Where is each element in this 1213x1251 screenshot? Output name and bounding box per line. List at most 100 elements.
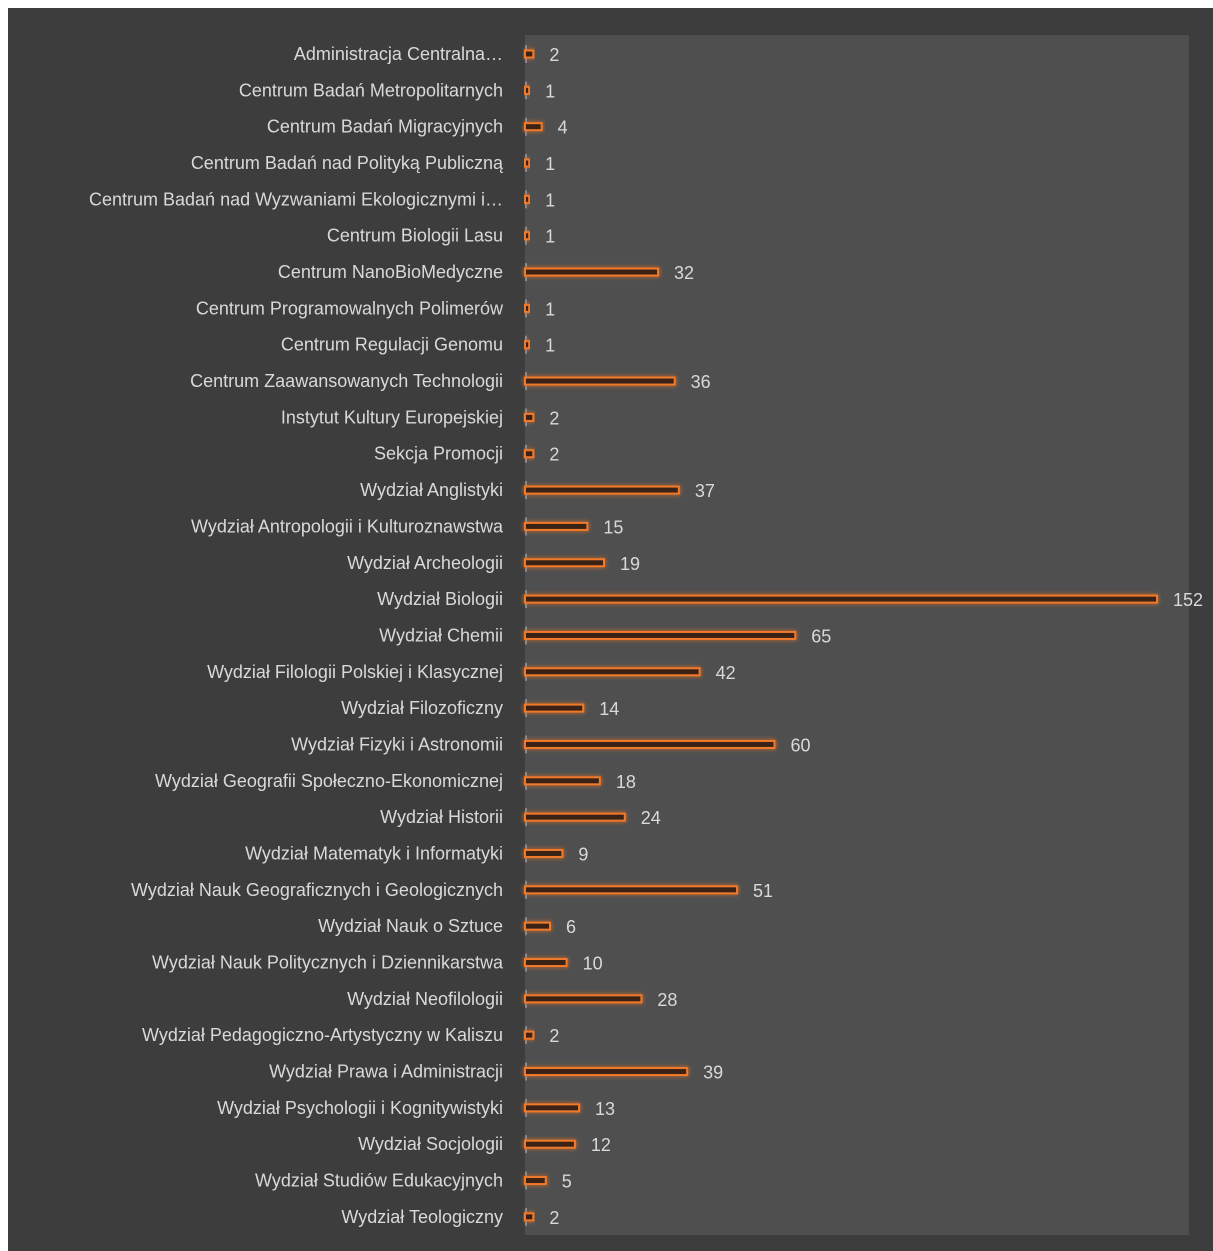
category-label: Wydział Psychologii i Kognitywistyki — [217, 1098, 503, 1118]
bar — [524, 1067, 689, 1077]
bar — [524, 122, 543, 132]
bar — [524, 812, 626, 822]
category-label: Wydział Matematyk i Informatyki — [245, 843, 503, 863]
category-label: Wydział Prawa i Administracji — [269, 1062, 503, 1082]
bar — [524, 376, 676, 386]
value-label: 2 — [549, 408, 559, 428]
bar — [524, 958, 568, 967]
value-label: 6 — [566, 917, 576, 937]
category-label: Wydział Geografii Społeczno-Ekonomicznej — [155, 771, 503, 791]
value-label: 42 — [716, 663, 736, 683]
bar — [524, 630, 797, 640]
bar — [524, 1030, 535, 1040]
bar — [524, 558, 605, 568]
value-label: 1 — [545, 336, 555, 356]
value-label: 32 — [674, 263, 694, 283]
value-label: 18 — [616, 772, 636, 792]
value-label: 15 — [603, 517, 623, 537]
value-label: 4 — [558, 118, 568, 138]
value-label: 28 — [657, 990, 677, 1010]
bar — [524, 594, 1158, 604]
category-label: Instytut Kultury Europejskiej — [281, 407, 503, 427]
bar — [524, 267, 660, 277]
value-labels: 2141113211362237151915265421460182495161… — [545, 45, 1203, 1228]
bar — [524, 521, 589, 531]
value-label: 2 — [549, 1208, 559, 1228]
bar — [524, 485, 680, 495]
bar — [524, 303, 531, 313]
category-label: Wydział Historii — [380, 807, 503, 827]
category-label: Wydział Antropologii i Kulturoznawstwa — [191, 516, 504, 536]
value-label: 51 — [753, 881, 773, 901]
category-label: Centrum NanoBioMedyczne — [278, 262, 503, 282]
category-label: Wydział Pedagogiczno-Artystyczny w Kalis… — [142, 1025, 503, 1045]
bar — [524, 449, 535, 459]
bar — [524, 848, 564, 858]
bar — [524, 776, 601, 786]
value-label: 19 — [620, 554, 640, 574]
category-label: Wydział Anglistyki — [360, 480, 503, 500]
category-label: Centrum Badań Metropolitarnych — [239, 80, 503, 100]
bars-group — [524, 45, 1158, 1226]
category-label: Sekcja Promocji — [374, 444, 503, 464]
category-label: Wydział Biologii — [377, 589, 503, 609]
bar — [524, 1103, 581, 1113]
value-label: 1 — [545, 154, 555, 174]
bar — [524, 340, 531, 350]
value-label: 65 — [811, 626, 831, 646]
category-label: Wydział Neofilologii — [347, 989, 503, 1009]
bar — [524, 921, 551, 931]
bar — [524, 158, 531, 168]
category-labels: Administracja Centralna… Centrum Badań Me… — [89, 44, 504, 1227]
category-label: Centrum Programowalnych Polimerów — [196, 298, 504, 318]
category-label: Wydział Teologiczny — [341, 1207, 503, 1227]
category-label: Centrum Regulacji Genomu — [281, 335, 503, 355]
value-label: 14 — [599, 699, 619, 719]
category-label: Centrum Biologii Lasu — [327, 226, 503, 246]
value-label: 5 — [562, 1172, 572, 1192]
bar — [524, 231, 531, 241]
category-label: Wydział Nauk Geograficznych i Geologiczn… — [131, 880, 503, 900]
category-label: Administracja Centralna… — [294, 44, 503, 64]
title-strip — [0, 0, 1213, 8]
bar — [524, 667, 701, 677]
value-label: 2 — [549, 45, 559, 65]
bar — [524, 739, 776, 749]
value-label: 1 — [545, 299, 555, 319]
value-label: 60 — [790, 735, 810, 755]
value-label: 9 — [578, 844, 588, 864]
category-label: Wydział Fizyki i Astronomii — [291, 734, 503, 754]
category-label: Centrum Zaawansowanych Technologii — [190, 371, 503, 391]
value-label: 2 — [549, 445, 559, 465]
value-label: 24 — [641, 808, 661, 828]
category-label: Wydział Nauk Politycznych i Dziennikarst… — [152, 953, 504, 973]
value-label: 2 — [549, 1026, 559, 1046]
value-label: 152 — [1173, 590, 1203, 610]
bar — [524, 49, 535, 59]
bar — [524, 194, 531, 204]
category-label: Wydział Socjologii — [358, 1134, 503, 1154]
category-label: Centrum Badań nad Polityką Publiczną — [191, 153, 504, 173]
category-label: Wydział Chemii — [379, 625, 503, 645]
value-label: 1 — [545, 190, 555, 210]
bar — [524, 412, 535, 422]
category-label: Wydział Studiów Edukacyjnych — [255, 1171, 503, 1191]
value-label: 12 — [591, 1135, 611, 1155]
category-label: Centrum Badań Migracyjnych — [267, 117, 503, 137]
value-label: 39 — [703, 1063, 723, 1083]
category-label: Wydział Nauk o Sztuce — [318, 916, 503, 936]
bar — [524, 885, 739, 895]
bar — [524, 1139, 576, 1149]
category-label: Centrum Badań nad Wyzwaniami Ekologiczny… — [89, 189, 503, 209]
value-label: 1 — [545, 227, 555, 247]
bar — [524, 994, 643, 1004]
value-label: 1 — [545, 81, 555, 101]
value-label: 13 — [595, 1099, 615, 1119]
bar — [524, 1176, 547, 1186]
category-label: Wydział Filologii Polskiej i Klasycznej — [207, 662, 503, 682]
value-label: 10 — [583, 954, 603, 974]
value-label: 37 — [695, 481, 715, 501]
bar — [524, 85, 531, 95]
